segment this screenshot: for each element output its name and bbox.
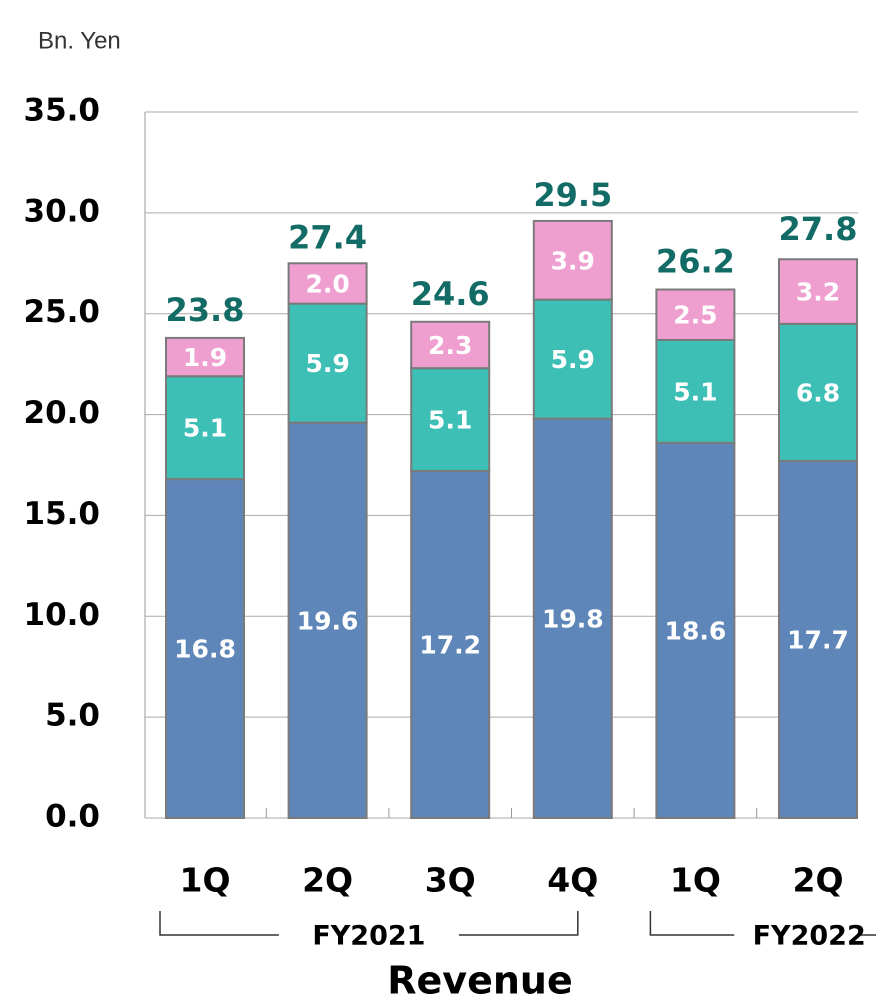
x-tick-label: 2Q [302,861,353,900]
x-tick-label: 1Q [179,861,230,900]
bar-segment [410,367,491,473]
x-tick-label: 3Q [425,861,476,900]
y-tick-label: 10.0 [24,597,101,633]
bar-segment [165,478,245,819]
total-label: 26.2 [656,243,735,281]
value-label: 5.1 [673,377,717,406]
group-bracket [159,911,579,936]
bar-segment [532,298,613,420]
group-label: FY2022 [753,921,866,952]
x-tick-label: 4Q [547,861,598,900]
y-tick-label: 0.0 [45,799,100,835]
bar-segment [778,258,858,325]
value-label: 3.9 [551,246,595,275]
y-tick-label: 25.0 [24,294,101,330]
value-label: 5.1 [183,414,227,443]
bar-segment [655,288,736,341]
y-tick-label: 30.0 [24,193,101,229]
total-label: 29.5 [533,176,612,214]
unit-label: Bn. Yen [38,27,121,54]
value-label: 2.0 [305,269,349,298]
value-label: 6.8 [796,378,840,407]
bar-segment [778,459,858,819]
x-tick-label: 1Q [670,861,721,900]
value-label: 17.2 [419,631,481,660]
bar-segment [287,421,368,819]
value-label: 5.9 [305,349,349,378]
bar-segment [410,320,491,370]
y-tick-label: 35.0 [24,93,101,129]
bar-segment [655,441,736,819]
bar-segment [532,219,613,301]
x-tick-label: 2Q [792,861,843,900]
total-label: 27.4 [288,218,367,256]
value-label: 3.2 [796,278,840,307]
bar-segment [532,417,613,819]
bar-segment [287,302,368,424]
value-label: 19.8 [542,604,604,633]
group-bracket [649,911,876,936]
total-label: 24.6 [411,275,490,313]
y-tick-label: 5.0 [45,698,100,734]
y-tick-label: 20.0 [24,395,101,431]
bar-segment [410,470,491,819]
y-tick-label: 15.0 [24,496,101,532]
value-label: 18.6 [665,616,727,645]
bar-segment [655,338,736,444]
bar-segment [287,262,368,305]
value-label: 16.8 [174,635,236,664]
bar-segment [165,336,245,378]
value-label: 5.9 [551,345,595,374]
bar-segment [165,375,245,481]
x-axis-label: Revenue [387,959,572,1003]
group-label: FY2021 [312,921,425,952]
bar-segment [778,322,858,462]
value-label: 2.3 [428,331,472,360]
total-label: 23.8 [166,291,245,329]
value-label: 2.5 [673,301,717,330]
value-label: 17.7 [787,625,849,654]
value-label: 5.1 [428,406,472,435]
value-label: 19.6 [297,606,359,635]
value-label: 1.9 [183,343,227,372]
total-label: 27.8 [779,210,858,248]
